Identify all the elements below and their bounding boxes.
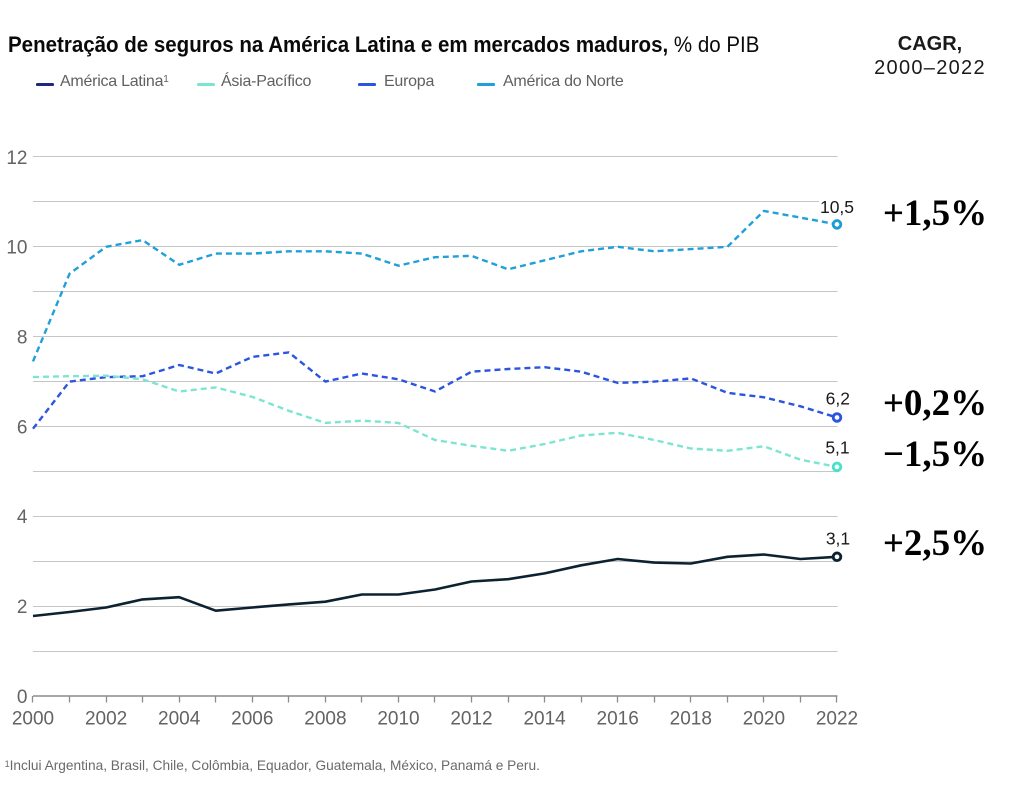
svg-text:10: 10 — [6, 238, 27, 259]
svg-text:2002: 2002 — [85, 709, 127, 730]
svg-text:2008: 2008 — [304, 709, 346, 730]
svg-text:10,5: 10,5 — [820, 197, 854, 217]
svg-text:2020: 2020 — [743, 709, 785, 730]
svg-text:0: 0 — [17, 687, 28, 708]
svg-text:2022: 2022 — [816, 709, 858, 730]
svg-text:4: 4 — [17, 507, 28, 528]
svg-text:6,2: 6,2 — [826, 388, 850, 408]
svg-text:2010: 2010 — [377, 709, 419, 730]
svg-text:6: 6 — [17, 417, 28, 438]
svg-text:2004: 2004 — [158, 709, 201, 730]
svg-text:8: 8 — [17, 328, 28, 349]
svg-text:2018: 2018 — [670, 709, 712, 730]
svg-text:2014: 2014 — [523, 709, 566, 730]
svg-text:3,1: 3,1 — [826, 529, 850, 549]
svg-text:2006: 2006 — [231, 709, 273, 730]
svg-text:2: 2 — [17, 597, 28, 618]
svg-text:2016: 2016 — [597, 709, 639, 730]
svg-text:2012: 2012 — [450, 709, 492, 730]
svg-text:5,1: 5,1 — [825, 437, 849, 457]
svg-text:2000: 2000 — [12, 709, 54, 730]
svg-text:12: 12 — [6, 148, 27, 169]
